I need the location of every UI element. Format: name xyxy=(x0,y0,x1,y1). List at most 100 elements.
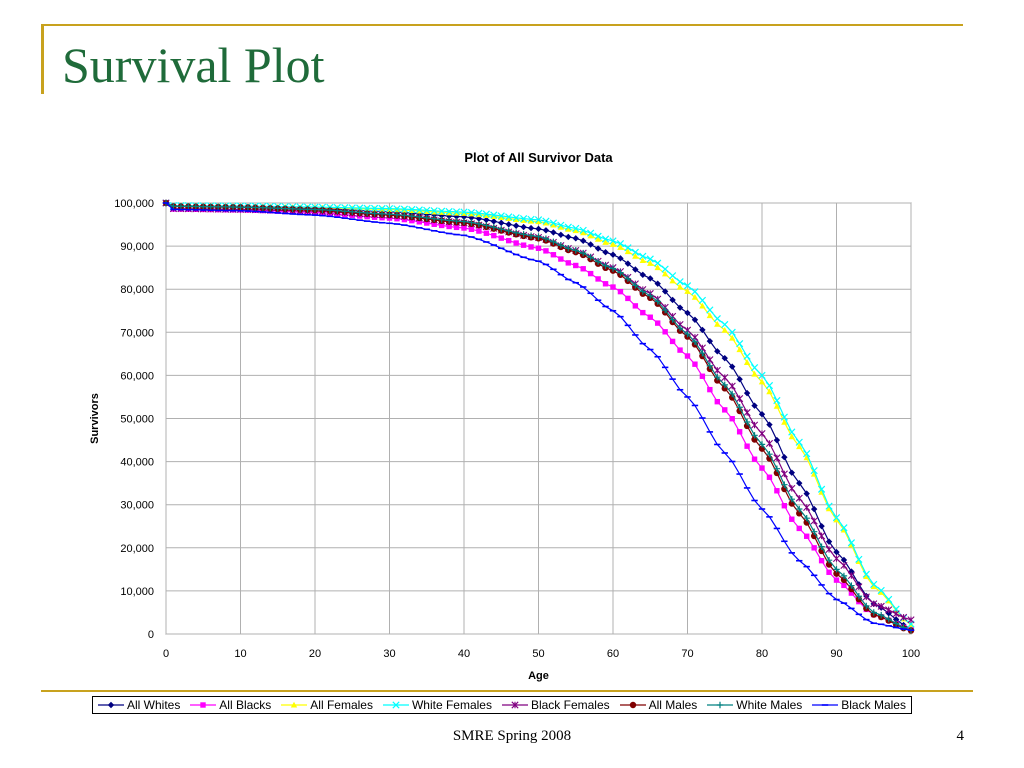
data-point xyxy=(580,266,586,272)
data-point xyxy=(520,217,527,223)
data-point xyxy=(527,217,535,224)
data-point xyxy=(639,271,646,279)
data-point xyxy=(662,329,668,335)
data-point xyxy=(601,235,610,243)
data-point xyxy=(595,276,601,282)
data-point xyxy=(557,242,565,249)
data-point xyxy=(684,288,691,294)
data-point xyxy=(832,514,841,522)
data-point xyxy=(542,219,550,226)
data-point xyxy=(587,254,594,261)
data-point xyxy=(498,219,505,227)
data-point xyxy=(654,298,661,305)
data-point xyxy=(684,330,691,338)
data-point xyxy=(461,225,467,231)
data-point xyxy=(445,217,453,224)
data-point xyxy=(773,396,781,405)
legend-swatch xyxy=(97,701,124,709)
data-point xyxy=(528,244,534,250)
data-point xyxy=(170,203,177,210)
data-point xyxy=(706,312,714,319)
data-point xyxy=(668,272,677,280)
data-point xyxy=(758,378,766,385)
data-point xyxy=(609,265,617,272)
x-axis-label: Age xyxy=(528,670,549,682)
data-point xyxy=(817,485,826,493)
data-point xyxy=(573,262,579,269)
data-point xyxy=(483,230,490,236)
data-point xyxy=(683,282,692,290)
data-point xyxy=(885,615,892,623)
data-point xyxy=(192,203,199,210)
data-point xyxy=(736,340,744,348)
legend-label: All Blacks xyxy=(219,698,272,712)
data-point xyxy=(788,428,796,436)
data-point xyxy=(512,229,520,236)
data-point xyxy=(684,353,691,359)
data-point xyxy=(594,235,602,242)
page-number: 4 xyxy=(956,728,965,744)
data-point xyxy=(780,413,788,421)
data-point xyxy=(491,232,497,239)
data-point xyxy=(676,278,684,286)
data-point xyxy=(810,466,818,475)
data-point xyxy=(557,221,565,229)
data-point xyxy=(616,240,625,248)
data-point xyxy=(602,239,609,245)
legend-label: All Females xyxy=(310,698,373,712)
legend-item: All Whites xyxy=(97,698,180,712)
data-point xyxy=(326,206,334,214)
data-point xyxy=(751,370,758,377)
data-point xyxy=(617,244,624,250)
data-point xyxy=(722,407,728,413)
data-point xyxy=(743,352,751,360)
legend-swatch xyxy=(382,701,409,709)
data-point xyxy=(483,222,490,229)
data-point xyxy=(624,275,632,282)
series-white-males xyxy=(162,199,915,634)
x-tick-label: 30 xyxy=(383,648,395,660)
data-point xyxy=(669,338,676,345)
data-point xyxy=(766,474,773,480)
data-point xyxy=(758,410,766,418)
data-point xyxy=(758,371,766,380)
data-point xyxy=(505,213,513,221)
x-tick-label: 20 xyxy=(309,648,321,660)
y-tick-label: 60,000 xyxy=(120,370,154,382)
data-point xyxy=(669,316,676,323)
y-axis-label: Survivors xyxy=(89,393,101,444)
data-point xyxy=(721,354,728,362)
data-point xyxy=(677,347,683,353)
data-point xyxy=(661,265,669,273)
data-point xyxy=(714,373,721,381)
data-point xyxy=(289,205,296,213)
data-point xyxy=(863,602,870,610)
data-point xyxy=(565,260,571,266)
data-point xyxy=(691,316,699,323)
data-point xyxy=(878,611,885,619)
data-point xyxy=(699,349,706,357)
data-point xyxy=(721,326,728,333)
data-point xyxy=(758,429,766,438)
data-point xyxy=(699,302,706,309)
y-tick-label: 0 xyxy=(148,629,154,641)
data-point xyxy=(788,433,795,440)
data-point xyxy=(296,205,304,213)
data-point xyxy=(691,338,699,345)
data-point xyxy=(885,595,893,603)
series-black-males xyxy=(162,202,915,631)
data-point xyxy=(498,235,504,241)
data-point xyxy=(416,213,423,221)
data-point xyxy=(453,217,460,225)
data-point xyxy=(729,334,736,341)
legend-marker xyxy=(511,701,519,709)
data-point xyxy=(832,554,841,563)
data-point xyxy=(445,207,453,216)
data-point xyxy=(519,215,528,223)
data-point xyxy=(833,577,840,583)
data-point xyxy=(721,320,729,329)
data-point xyxy=(520,231,527,238)
data-point xyxy=(475,220,483,228)
data-point xyxy=(669,296,676,304)
data-point xyxy=(602,281,609,287)
